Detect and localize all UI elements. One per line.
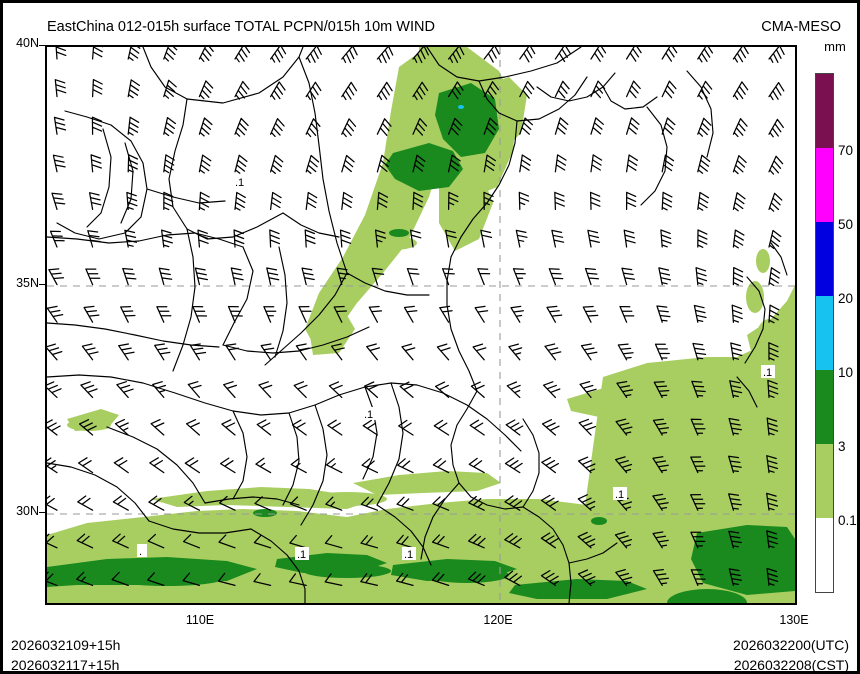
x-tick-label-130e: 130E <box>779 613 809 627</box>
colorbar-label-70: 70 <box>838 143 854 158</box>
grid-lines <box>47 47 795 603</box>
footer-valid-utc: 2026032200(UTC) <box>733 637 849 653</box>
y-tick-label-35n: 35N <box>16 276 39 290</box>
svg-text:.1: .1 <box>235 177 244 189</box>
y-tick-30n <box>39 512 45 513</box>
colorbar-band-0.1-3 <box>816 443 833 518</box>
svg-text:.1: .1 <box>615 489 624 501</box>
model-label: CMA-MESO <box>761 19 841 35</box>
y-tick-label-40n: 40N <box>16 36 39 50</box>
footer-init-cst: 2026032117+15h <box>11 657 120 673</box>
colorbar-band-50-70 <box>816 147 833 222</box>
y-tick-label-30n: 30N <box>16 504 39 518</box>
colorbar-label-3: 3 <box>838 439 846 454</box>
footer-valid-cst: 2026032208(CST) <box>733 657 849 673</box>
svg-text:.1: .1 <box>297 549 306 561</box>
colorbar-band-below-0.1 <box>816 517 833 592</box>
svg-text:.1: .1 <box>404 549 413 561</box>
map-boundaries <box>47 47 788 603</box>
x-tick-label-110e: 110E <box>185 613 215 627</box>
map-canvas: .1 .1 .1 . .1 .1 .1 <box>47 47 795 603</box>
footer-init-utc: 2026032109+15h <box>11 637 121 653</box>
svg-text:.1: .1 <box>763 367 772 379</box>
svg-text:.1: .1 <box>364 409 373 421</box>
colorbar-label-50: 50 <box>838 217 854 232</box>
wind-barbs <box>47 47 785 587</box>
precip-core-layer <box>458 105 464 109</box>
colorbar[interactable] <box>815 73 834 593</box>
colorbar-label-0.1: 0.1 <box>838 513 857 528</box>
colorbar-band-20-50 <box>816 221 833 296</box>
x-tick-label-120e: 120E <box>483 613 513 627</box>
colorbar-unit-label: mm <box>824 39 846 54</box>
contour-labels: .1 .1 .1 . .1 .1 .1 <box>137 175 775 561</box>
colorbar-label-10: 10 <box>838 365 854 380</box>
colorbar-band-above-70 <box>816 74 833 148</box>
y-tick-35n <box>39 284 45 285</box>
colorbar-band-3-10 <box>816 369 833 444</box>
map-panel[interactable]: .1 .1 .1 . .1 .1 .1 <box>45 45 797 605</box>
colorbar-label-20: 20 <box>838 291 854 306</box>
colorbar-band-10-20 <box>816 295 833 370</box>
page-title: EastChina 012-015h surface TOTAL PCPN/01… <box>47 19 435 35</box>
svg-text:.: . <box>139 546 142 558</box>
y-tick-40n <box>39 45 45 46</box>
